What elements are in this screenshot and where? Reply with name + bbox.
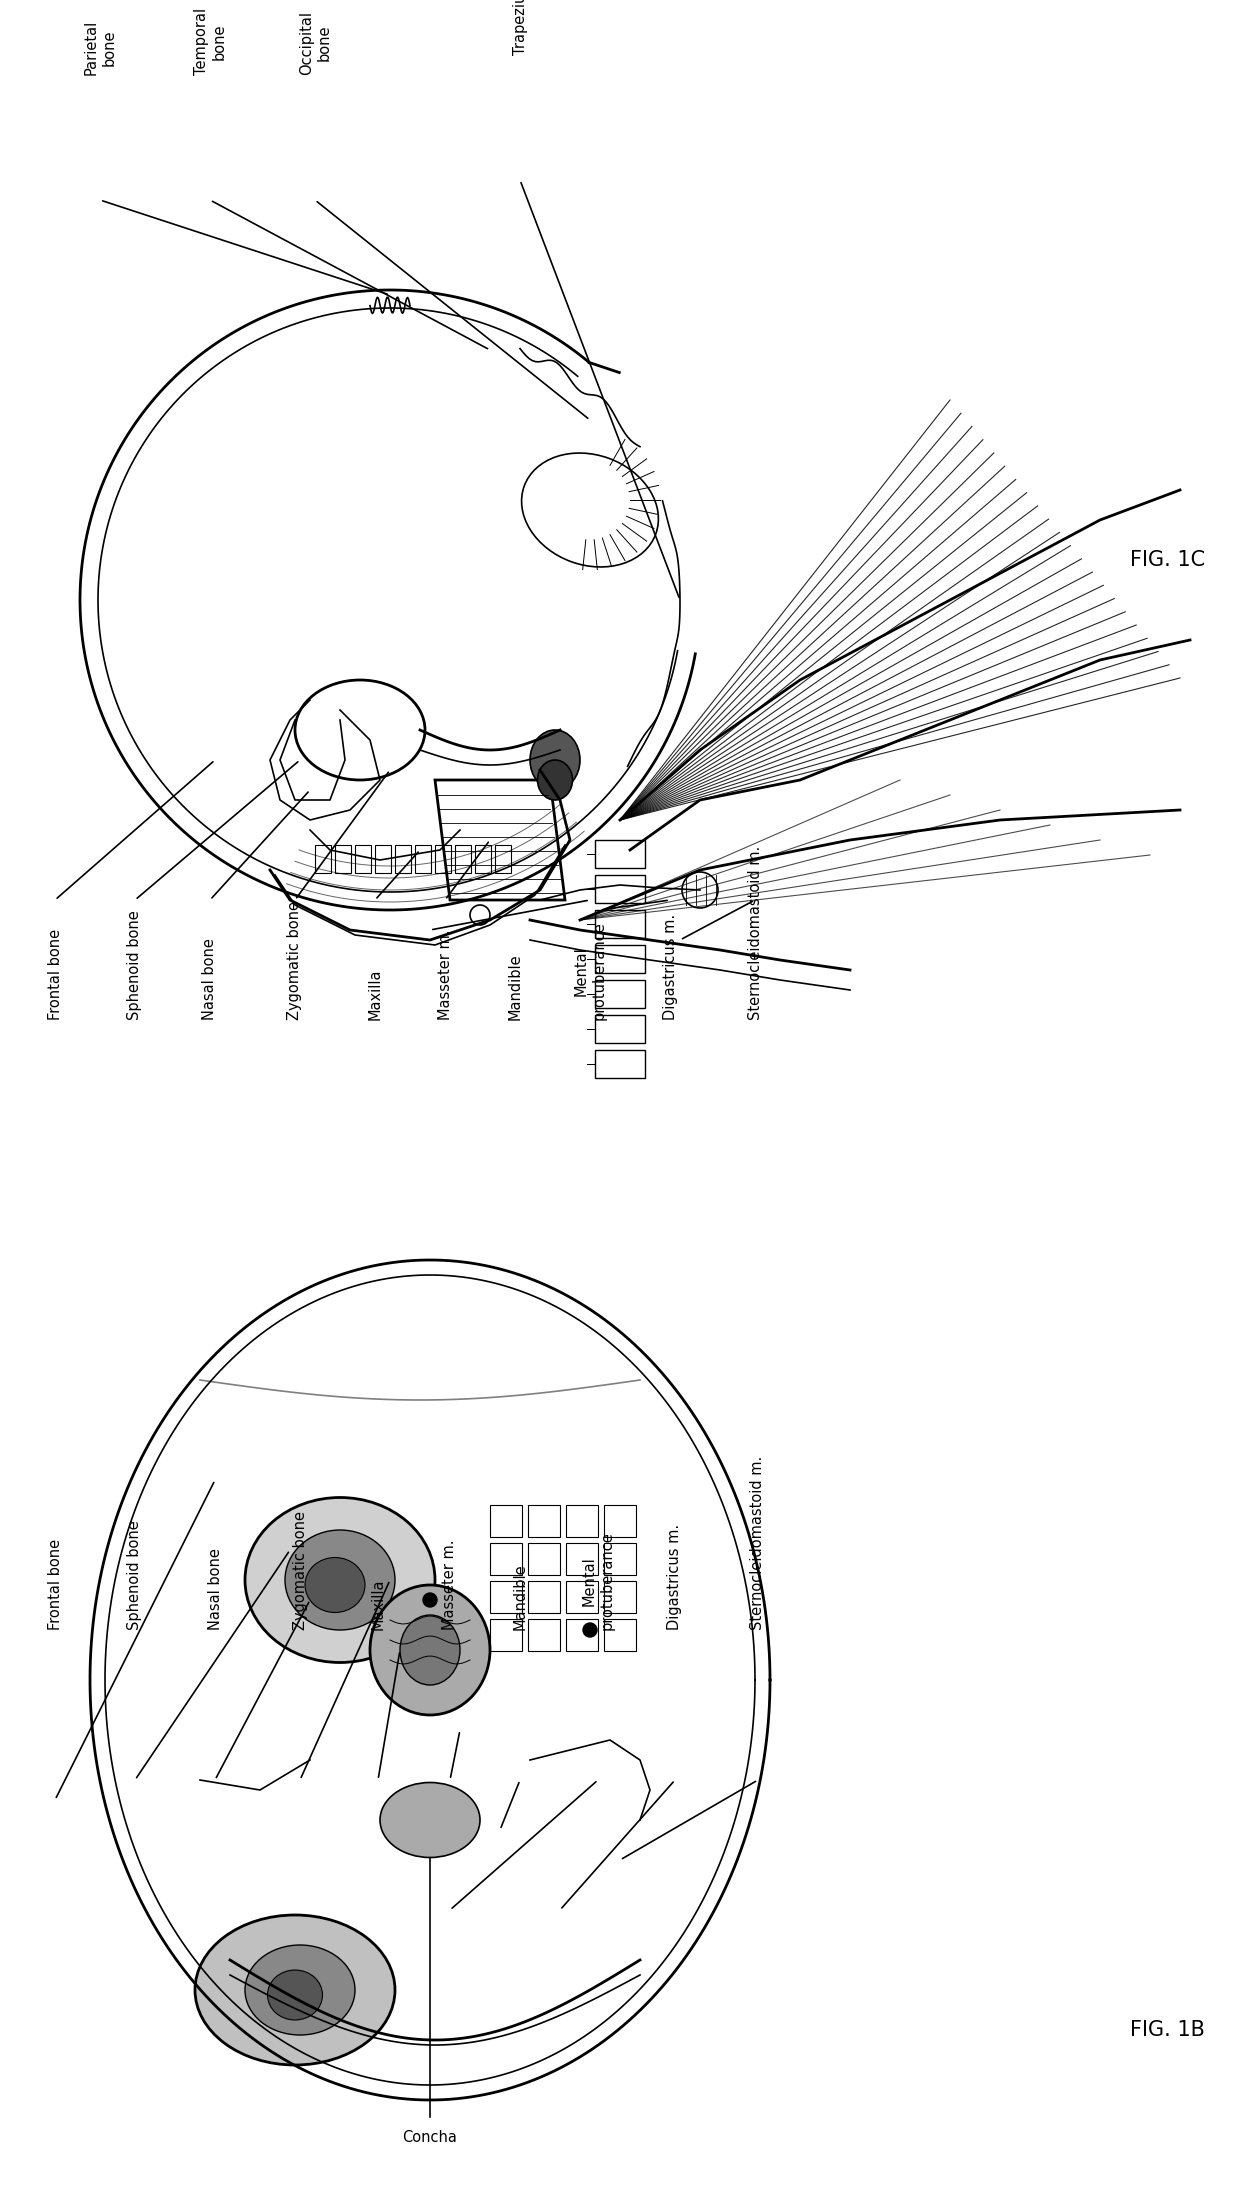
Bar [604,1580,636,1613]
Bar [565,1620,598,1651]
Ellipse shape [285,1530,396,1631]
Text: Mental
protuberance: Mental protuberance [574,922,606,1020]
Text: Digastricus m.: Digastricus m. [667,1524,682,1631]
Bar [595,1016,645,1042]
Bar [490,1620,522,1651]
Bar [475,845,491,873]
Text: Maxilla: Maxilla [367,968,382,1020]
Text: Masseter m.: Masseter m. [438,930,453,1020]
Ellipse shape [246,1497,435,1661]
Bar [595,841,645,869]
Bar [495,845,511,873]
Bar [528,1543,560,1576]
Text: Sternocleidomastoid m.: Sternocleidomastoid m. [750,1456,765,1631]
Text: Digastricus m.: Digastricus m. [662,913,677,1020]
Text: FIG. 1B: FIG. 1B [1130,2020,1205,2040]
Ellipse shape [370,1585,490,1714]
Text: Nasal bone: Nasal bone [202,939,217,1020]
Bar [335,845,351,873]
Text: Mental
protuberance: Mental protuberance [582,1532,614,1631]
Text: Maxilla: Maxilla [371,1578,386,1631]
Ellipse shape [305,1559,365,1613]
Bar [528,1506,560,1537]
Bar [374,845,391,873]
Bar [528,1580,560,1613]
Bar [415,845,432,873]
Text: Sphenoid bone: Sphenoid bone [128,1519,143,1631]
Text: Mandible: Mandible [507,954,522,1020]
Bar [396,845,410,873]
Text: Mandible: Mandible [512,1563,527,1631]
Bar [595,876,645,904]
Text: Nasal bone: Nasal bone [207,1548,222,1631]
Bar [565,1543,598,1576]
Text: Temporal
bone: Temporal bone [193,9,226,74]
Ellipse shape [529,729,580,790]
Text: Occipital
bone: Occipital bone [299,11,331,74]
Text: Sphenoid bone: Sphenoid bone [128,911,143,1020]
Bar [315,845,331,873]
Bar [595,981,645,1007]
Bar [490,1506,522,1537]
Bar [565,1506,598,1537]
Ellipse shape [195,1915,396,2064]
Text: FIG. 1C: FIG. 1C [1130,549,1205,569]
Text: Concha: Concha [403,2130,458,2145]
Ellipse shape [379,1782,480,1858]
Bar [490,1580,522,1613]
Bar [490,1543,522,1576]
Circle shape [583,1622,596,1637]
Bar [455,845,471,873]
Text: Frontal bone: Frontal bone [47,1539,62,1631]
Text: Parietal
bone: Parietal bone [84,20,117,74]
Circle shape [423,1594,436,1607]
Text: Zygomatic bone: Zygomatic bone [288,902,303,1020]
Text: Frontal bone: Frontal bone [47,928,62,1020]
Bar [604,1543,636,1576]
Bar [528,1620,560,1651]
Text: Trapezius m.: Trapezius m. [512,0,527,55]
Bar [604,1620,636,1651]
Text: Sternocleidomastoid m.: Sternocleidomastoid m. [748,845,763,1020]
Bar [595,946,645,972]
Bar [595,1051,645,1077]
Ellipse shape [401,1615,460,1686]
Text: Zygomatic bone: Zygomatic bone [293,1510,308,1631]
Bar [565,1580,598,1613]
Ellipse shape [537,760,573,799]
Bar [595,911,645,939]
Ellipse shape [246,1946,355,2036]
Bar [435,845,451,873]
Bar [355,845,371,873]
Ellipse shape [268,1970,322,2020]
Text: Masseter m.: Masseter m. [443,1539,458,1631]
Bar [604,1506,636,1537]
